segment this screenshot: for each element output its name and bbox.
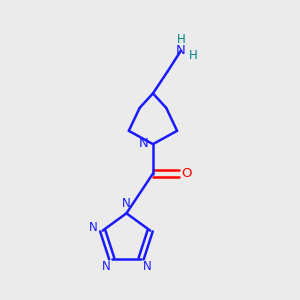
Text: O: O xyxy=(182,167,192,180)
Text: H: H xyxy=(176,33,185,46)
Text: N: N xyxy=(139,137,149,150)
Text: N: N xyxy=(176,44,186,57)
Text: N: N xyxy=(142,260,151,273)
Text: N: N xyxy=(89,221,98,234)
Text: N: N xyxy=(122,197,131,210)
Text: N: N xyxy=(102,260,110,273)
Text: H: H xyxy=(189,49,198,62)
